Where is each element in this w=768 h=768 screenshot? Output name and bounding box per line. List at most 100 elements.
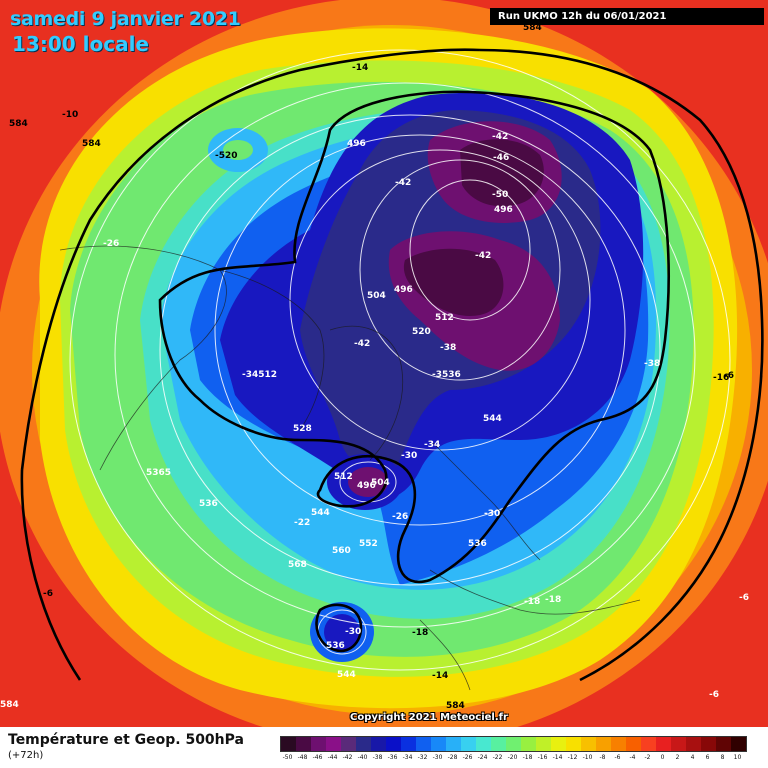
color-scale-swatch (566, 737, 581, 751)
color-scale-tick-label: 6 (705, 754, 710, 761)
color-scale-tick-label: -8 (599, 754, 606, 761)
map-label: -38 (440, 343, 456, 353)
map-label: -42 (395, 178, 411, 188)
copyright: Copyright 2021 Meteociel.fr (350, 712, 508, 723)
map-label: 584 (0, 700, 19, 710)
color-scale-tick-label: -28 (447, 754, 458, 761)
color-scale-swatch (281, 737, 296, 751)
color-scale-swatch (476, 737, 491, 751)
map-label: -16 (713, 373, 729, 383)
map-label: 544 (483, 414, 502, 424)
color-scale-swatch (536, 737, 551, 751)
map-label: -42 (354, 339, 370, 349)
map-label: -38 (644, 359, 660, 369)
color-scale-swatch (416, 737, 431, 751)
deep-purple-core-south (403, 248, 504, 316)
color-scale-tick-label: -42 (342, 754, 353, 761)
map-label: 552 (359, 539, 378, 549)
map-label: 496 (394, 285, 413, 295)
map-label: -6 (724, 371, 734, 381)
map-label: -26 (103, 239, 119, 249)
map-label: 520 (412, 327, 431, 337)
color-scale-swatch (401, 737, 416, 751)
map-label: 528 (293, 424, 312, 434)
map-label: 544 (337, 670, 356, 680)
map-label: -30 (345, 627, 361, 637)
map-label: -14 (432, 671, 448, 681)
footer: Température et Geop. 500hPa (+72h) -50 -4… (0, 727, 768, 768)
color-scale-tick-label: -4 (629, 754, 636, 761)
color-scale-tick-label: -10 (582, 754, 593, 761)
map-label: 536 (199, 499, 218, 509)
map-label: 5365 (146, 468, 171, 478)
map-label: -30 (484, 509, 500, 519)
low-greenland-core (348, 467, 388, 497)
forecast-lead-time: (+72h) (8, 750, 44, 761)
color-scale-tick-label: -20 (507, 754, 518, 761)
map-label: 496 (494, 205, 513, 215)
color-scale-swatch (326, 737, 341, 751)
map-label: -46 (493, 153, 509, 163)
color-scale-tick-label: -26 (462, 754, 473, 761)
color-scale-tick-label: -14 (552, 754, 563, 761)
map-label: 584 (446, 701, 465, 711)
color-scale-swatch (461, 737, 476, 751)
color-scale-swatch (506, 737, 521, 751)
map-label: 496 (347, 139, 366, 149)
color-scale-tick-label: -12 (567, 754, 578, 761)
color-scale-swatch (521, 737, 536, 751)
map-label: -520 (215, 151, 238, 161)
color-scale-swatch (551, 737, 566, 751)
map-label: 496 (357, 481, 376, 491)
color-scale-swatch (686, 737, 701, 751)
color-scale-swatch (581, 737, 596, 751)
map-label: -18 (412, 628, 428, 638)
color-scale-tick-label: 4 (690, 754, 695, 761)
color-scale-tick-label: -6 (614, 754, 621, 761)
color-scale-swatch (626, 737, 641, 751)
color-scale-tick-label: -38 (372, 754, 383, 761)
map-label: 568 (288, 560, 307, 570)
color-scale-tick-label: -44 (327, 754, 338, 761)
map-label: -6 (739, 593, 749, 603)
low-pacific-core (223, 140, 253, 160)
weather-map: 584 -10 584 -520 -14 496 -42 -46 -42 -50… (0, 0, 768, 727)
map-label: 584 (9, 119, 28, 129)
map-label: -50 (492, 190, 508, 200)
map-label: -14 (352, 63, 368, 73)
color-scale-tick-label: -50 (282, 754, 293, 761)
map-title: Température et Geop. 500hPa (8, 732, 244, 748)
map-label: -6 (709, 690, 719, 700)
map-label: -34 (424, 440, 440, 450)
color-scale-ticks: -50 -48 -46 -44 -42 -40 -38 -36 -34 -32 -30 -28 -26-… (280, 754, 750, 764)
color-scale-tick-label: -48 (297, 754, 308, 761)
map-label: -6 (43, 589, 53, 599)
map-label: 512 (435, 313, 454, 323)
map-label: -34512 (242, 370, 277, 380)
map-label: 504 (371, 478, 390, 488)
color-scale-swatch (311, 737, 326, 751)
color-scale-swatch (446, 737, 461, 751)
color-scale-swatch (701, 737, 716, 751)
coastlines (59, 245, 641, 691)
color-scale-tick-label: -18 (522, 754, 533, 761)
map-label: 536 (468, 539, 487, 549)
color-scale-tick-label: -22 (492, 754, 503, 761)
map-label: 584 (82, 139, 101, 149)
map-label: -22 (294, 518, 310, 528)
map-label-layer: 584 -10 584 -520 -14 496 -42 -46 -42 -50… (0, 23, 749, 711)
color-scale-swatch (656, 737, 671, 751)
color-scale-tick-label: -40 (357, 754, 368, 761)
map-label: 512 (334, 472, 353, 482)
color-scale-swatch (731, 737, 746, 751)
color-scale-tick-label: -36 (387, 754, 398, 761)
color-scale (280, 736, 747, 752)
forecast-date: samedi 9 janvier 2021 (10, 8, 241, 30)
color-scale-swatch (386, 737, 401, 751)
map-label: -26 (392, 512, 408, 522)
map-label: -18 (524, 597, 540, 607)
color-scale-tick-label: 10 (733, 754, 742, 761)
map-label: 544 (311, 508, 330, 518)
map-label: -3536 (432, 370, 461, 380)
thick-contours (20, 48, 764, 682)
